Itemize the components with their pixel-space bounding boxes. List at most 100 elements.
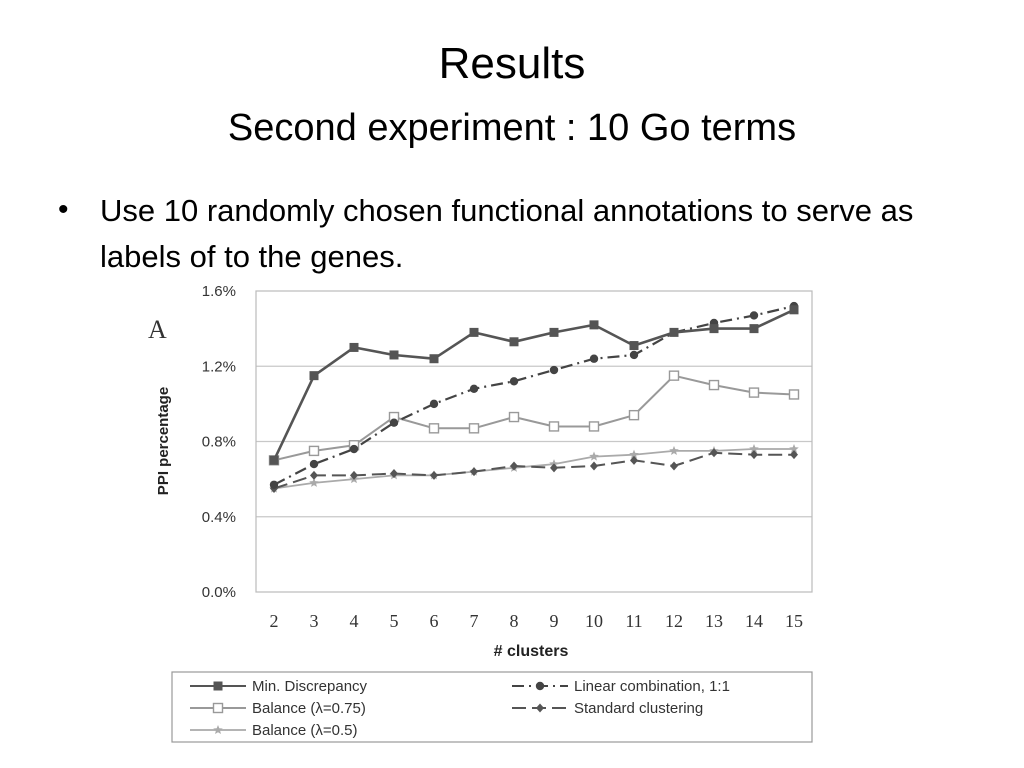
legend-label: Standard clustering: [574, 700, 703, 717]
data-point: [350, 470, 358, 480]
data-point: [549, 365, 559, 375]
x-axis-label: # clusters: [494, 643, 569, 660]
y-tick-label: 1.2%: [202, 358, 236, 375]
legend-item: Balance (λ=0.75): [190, 700, 366, 717]
x-tick-label: 2: [270, 611, 279, 631]
data-point: [710, 448, 718, 458]
data-point: [349, 342, 359, 352]
data-point: [669, 445, 679, 455]
data-point: [510, 461, 518, 471]
series-line: [273, 374, 795, 462]
data-point: [269, 455, 279, 465]
legend-swatch-marker: [212, 702, 224, 714]
data-point: [709, 324, 719, 334]
data-point: [589, 354, 599, 363]
data-point: [589, 320, 599, 330]
data-point: [588, 421, 600, 432]
data-point: [629, 449, 639, 459]
x-tick-label: 5: [390, 611, 399, 631]
slide-title: Results: [438, 39, 586, 88]
data-point: [629, 341, 639, 351]
x-tick-label: 3: [310, 611, 319, 631]
data-point: [788, 389, 800, 400]
data-point: [389, 418, 399, 427]
x-tick-label: 9: [550, 611, 559, 631]
data-point: [390, 468, 398, 478]
data-point: [469, 327, 479, 337]
data-point: [630, 455, 638, 465]
data-point: [468, 423, 480, 434]
legend-label: Balance (λ=0.5): [252, 722, 357, 739]
data-point: [749, 311, 759, 320]
x-tick-label: 15: [785, 611, 803, 631]
legend-box: [171, 671, 813, 743]
data-point: [668, 370, 680, 381]
data-point: [629, 350, 639, 360]
data-point: [429, 399, 439, 409]
x-tick-label: 8: [510, 611, 519, 631]
x-tick-label: 10: [585, 611, 603, 631]
x-tick-label: 14: [745, 611, 763, 631]
data-point: [509, 377, 519, 386]
legend-swatch-marker: [213, 725, 223, 735]
data-point: [590, 461, 598, 471]
y-tick-label: 0.0%: [202, 584, 236, 601]
data-point: [269, 480, 279, 489]
data-point: [389, 350, 399, 360]
data-point: [789, 305, 799, 315]
legend-item: Min. Discrepancy: [190, 678, 368, 695]
data-point: [310, 470, 318, 480]
data-point: [550, 463, 558, 473]
legend-label: Min. Discrepancy: [252, 678, 368, 695]
data-point: [669, 327, 679, 337]
data-point: [789, 444, 799, 454]
x-tick-label: 6: [430, 611, 439, 631]
data-point: [430, 470, 438, 480]
legend-label: Balance (λ=0.75): [252, 700, 366, 717]
legend-item: Balance (λ=0.5): [190, 722, 357, 739]
series-line: [273, 451, 794, 490]
data-point: [790, 450, 798, 460]
legend-item: Standard clustering: [512, 700, 703, 717]
x-tick-label: 4: [350, 611, 359, 631]
data-point: [749, 444, 759, 454]
series-line: [272, 308, 795, 461]
y-tick-label: 0.8%: [202, 434, 236, 451]
slide-subtitle: Second experiment : 10 Go terms: [227, 107, 797, 149]
x-tick-label: 13: [705, 611, 723, 631]
data-point: [428, 423, 440, 434]
chart-axes: 0.0% 0.4% 0.8% 1.2% 1.6% 2 3 4 5 6 7 8 9 10 11 12 13 14 15: [202, 283, 813, 631]
data-point: [469, 384, 479, 394]
chart-legend: Min. Discrepancy Linear combination, 1:1 B…: [171, 671, 813, 743]
y-tick-label: 1.6%: [202, 283, 236, 300]
grid-lines: [256, 365, 812, 518]
bullet-marker: •: [58, 193, 69, 226]
data-point: [748, 387, 760, 398]
data-point: [589, 451, 599, 461]
data-point: [509, 337, 519, 347]
chart-series: [268, 301, 800, 494]
plot-frame: [255, 290, 813, 593]
data-point: [750, 450, 758, 460]
data-point: [470, 467, 478, 477]
data-point: [308, 445, 320, 457]
data-point: [349, 444, 359, 454]
data-point: [670, 461, 678, 471]
data-point: [429, 354, 439, 364]
data-point: [549, 327, 559, 337]
x-tick-label: 7: [470, 611, 479, 631]
data-point: [309, 371, 319, 381]
legend-swatch-marker: [536, 703, 544, 713]
data-point: [309, 477, 319, 487]
series-min-discrepancy: [269, 305, 799, 465]
data-point: [508, 411, 520, 423]
data-point: [628, 409, 640, 421]
legend-label: Linear combination, 1:1: [574, 678, 730, 695]
series-standard-clustering: [270, 448, 798, 494]
legend-swatch-marker: [213, 681, 223, 691]
y-tick-label: 0.4%: [202, 509, 236, 526]
panel-label: A: [148, 315, 167, 344]
data-point: [548, 421, 560, 432]
data-point: [708, 379, 720, 391]
